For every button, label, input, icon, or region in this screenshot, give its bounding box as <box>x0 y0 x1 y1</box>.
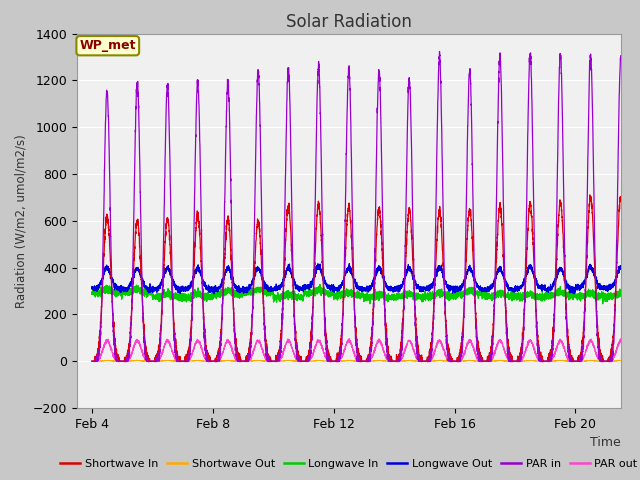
Text: WP_met: WP_met <box>79 39 136 52</box>
Legend: Shortwave In, Shortwave Out, Longwave In, Longwave Out, PAR in, PAR out: Shortwave In, Shortwave Out, Longwave In… <box>56 455 640 474</box>
Title: Solar Radiation: Solar Radiation <box>286 12 412 31</box>
X-axis label: Time: Time <box>590 436 621 449</box>
Y-axis label: Radiation (W/m2, umol/m2/s): Radiation (W/m2, umol/m2/s) <box>14 134 27 308</box>
